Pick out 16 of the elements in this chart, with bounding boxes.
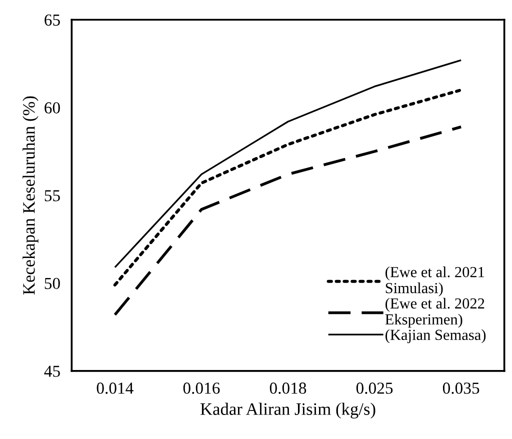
x-tick-label: 0.014 [96,382,134,394]
y-tick-label: 55 [44,190,60,202]
x-tick-label: 0.018 [270,382,306,394]
y-tick-label: 45 [44,366,60,377]
legend-label: (Ewe et al. 2021 Simulasi) [386,266,484,296]
y-tick-label: 65 [44,14,60,26]
x-tick-label: 0.035 [442,382,480,394]
y-tick-label: 60 [44,102,60,114]
legend-label: (Ewe et al. 2022 Eksperimen) [385,298,484,328]
x-axis-title: Kadar Aliran Jisim (kg/s) [200,402,376,419]
x-tick-label: 0.016 [183,382,220,394]
line-series [114,59,462,268]
legend-label: (Kajian Semasa) [386,329,486,344]
x-tick-label: 0.025 [356,382,393,394]
y-axis-title: Kecekapan Keseluruhan (%) [22,96,38,295]
y-tick-label: 50 [44,278,60,290]
